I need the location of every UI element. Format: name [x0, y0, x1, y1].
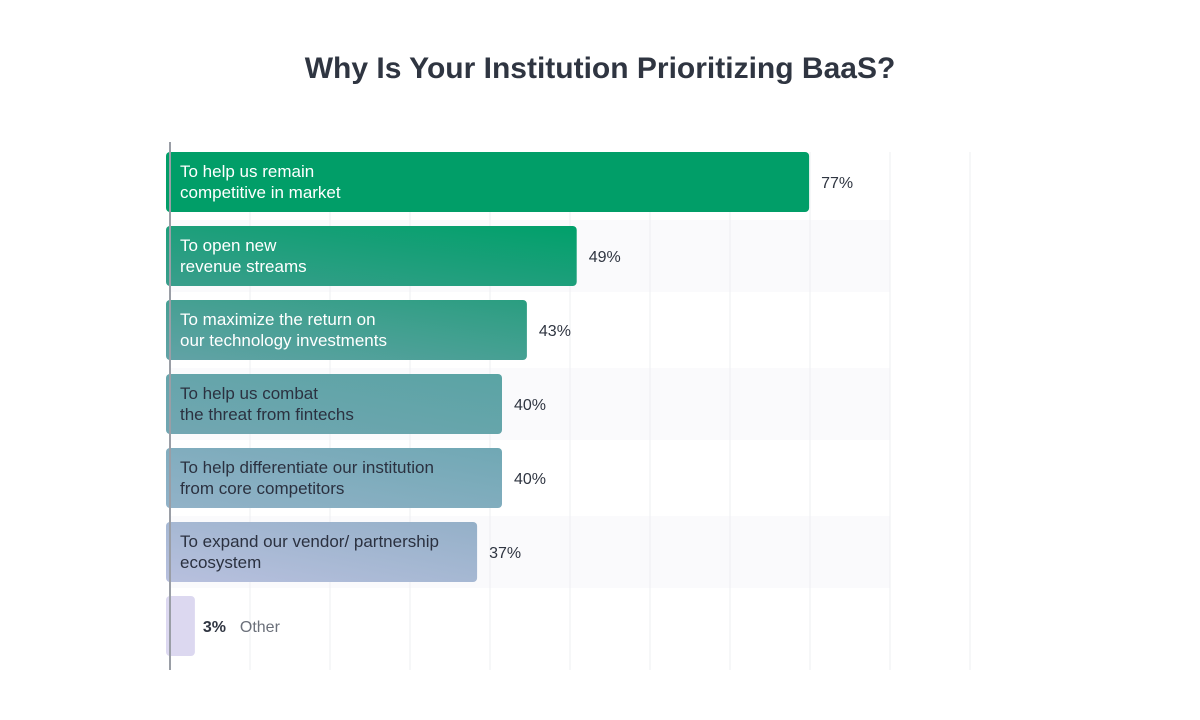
- category-label: To help us remain: [180, 162, 314, 181]
- category-label: the threat from fintechs: [180, 405, 354, 424]
- category-label: To open new: [180, 236, 277, 255]
- bar: [166, 152, 810, 212]
- value-label: 77%: [821, 175, 853, 192]
- category-label: revenue streams: [180, 257, 307, 276]
- value-label: 49%: [589, 249, 621, 266]
- value-label: 40%: [514, 471, 546, 488]
- bar: [166, 596, 195, 656]
- category-label: from core competitors: [180, 479, 344, 498]
- bar: [166, 522, 478, 582]
- category-label: Other: [240, 619, 281, 636]
- value-label: 37%: [489, 545, 521, 562]
- bar: [166, 448, 502, 508]
- value-label: 40%: [514, 397, 546, 414]
- value-label: 43%: [539, 323, 571, 340]
- bar: [166, 374, 502, 434]
- category-label: competitive in market: [180, 183, 341, 202]
- value-label: 3%: [203, 619, 226, 636]
- category-label: To maximize the return on: [180, 310, 376, 329]
- category-label: ecosystem: [180, 553, 261, 572]
- category-label: To expand our vendor/ partnership: [180, 532, 439, 551]
- category-label: To help differentiate our institution: [180, 458, 434, 477]
- category-label: To help us combat: [180, 384, 318, 403]
- category-label: our technology investments: [180, 331, 387, 350]
- chart-title: Why Is Your Institution Prioritizing Baa…: [304, 52, 896, 85]
- bar: [166, 300, 527, 360]
- bar: [166, 226, 577, 286]
